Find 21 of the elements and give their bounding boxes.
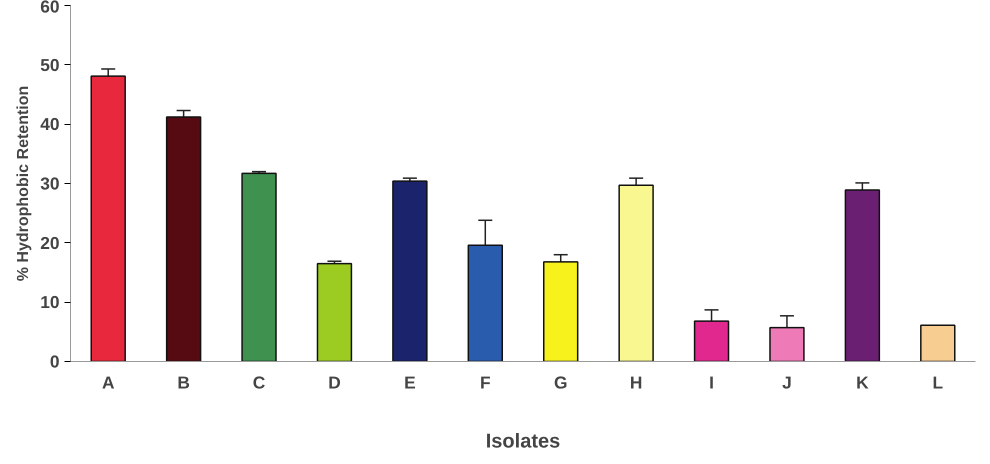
x-axis-title: Isolates [486, 430, 560, 452]
x-tick-label: L [932, 372, 944, 392]
x-tick-label: K [856, 372, 870, 392]
y-tick-label: 20 [40, 232, 60, 253]
y-tick-label: 0 [50, 352, 60, 372]
x-tick-label: G [554, 372, 568, 392]
y-tick-label: 10 [40, 292, 60, 312]
y-tick-label: 30 [40, 174, 60, 194]
x-tick-label: H [630, 372, 642, 392]
y-axis-title: % Hydrophobic Retention [15, 86, 32, 282]
x-tick-label: F [480, 372, 491, 392]
x-tick-label: B [177, 372, 190, 392]
y-tick-label: 50 [40, 54, 60, 75]
y-tick-label: 40 [40, 114, 60, 134]
x-tick-label: J [782, 372, 792, 392]
x-tick-label: E [404, 372, 416, 392]
x-tick-label: A [102, 372, 115, 392]
x-tick-label: C [252, 372, 266, 392]
x-tick-label: D [328, 372, 341, 392]
y-tick-label: 60 [40, 0, 60, 16]
x-tick-label: I [709, 372, 714, 392]
